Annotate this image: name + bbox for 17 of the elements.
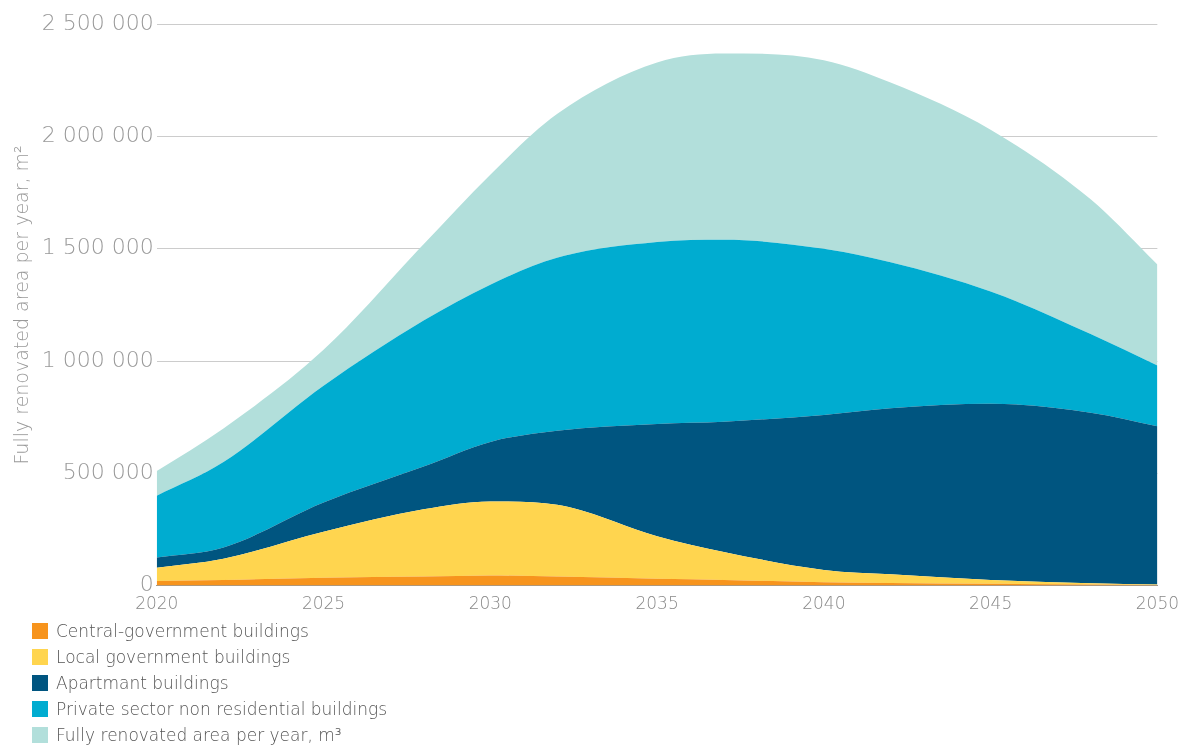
legend-label: Private sector non residential buildings: [56, 699, 388, 719]
x-tick-label: 2040: [802, 593, 846, 614]
x-tick-label: 2045: [968, 593, 1013, 614]
x-tick-label: 2025: [301, 593, 346, 614]
legend-label: Central-government buildings: [56, 621, 309, 641]
x-tick-label: 2035: [635, 593, 679, 614]
x-tick-label: 2050: [1135, 593, 1179, 614]
y-tick-label: 1 500 000: [41, 234, 154, 260]
y-axis-title: Fully renovated area per year, m²: [10, 145, 33, 465]
x-tick-label: 2030: [468, 593, 512, 614]
y-tick-label: 500 000: [62, 459, 154, 485]
legend-label: Fully renovated area per year, m³: [56, 725, 342, 745]
legend-label: Apartmant buildings: [56, 673, 229, 693]
y-tick-label: 2 000 000: [41, 122, 154, 148]
y-tick-label: 2 500 000: [41, 9, 154, 35]
legend-label: Local government buildings: [56, 647, 291, 667]
y-tick-label: 1 000 000: [41, 346, 154, 372]
